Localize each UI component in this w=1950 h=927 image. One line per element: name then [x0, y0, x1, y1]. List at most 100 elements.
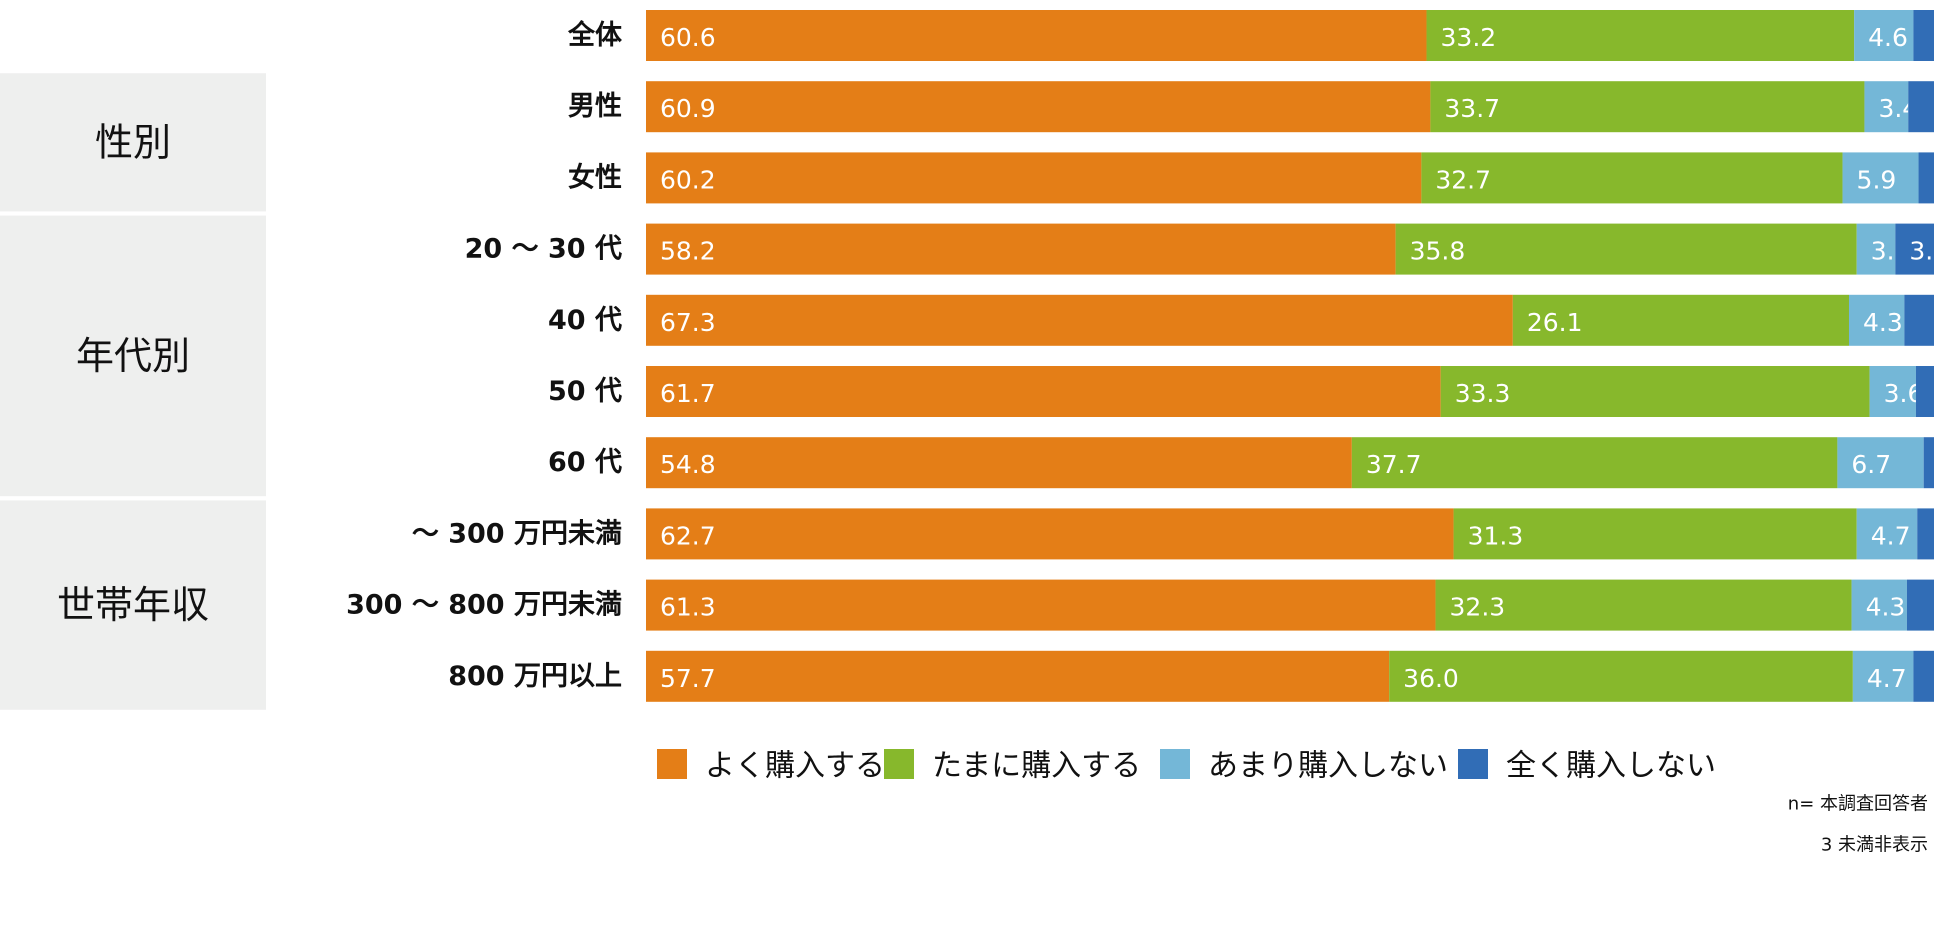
legend-item: よく購入する	[657, 749, 885, 784]
bar-value-label: 61.7	[660, 379, 716, 408]
bar-segment	[646, 650, 1390, 702]
category-label: 60 代	[548, 447, 622, 478]
legend-swatch	[1458, 749, 1488, 779]
bar-segment	[1389, 650, 1853, 702]
group-box	[0, 215, 266, 497]
bar-segment	[1440, 366, 1870, 417]
group-label: 性別	[95, 120, 171, 164]
bar-segment	[1856, 223, 1896, 275]
footnote: n= 本調査回答者	[1788, 794, 1928, 815]
bar-segment	[646, 81, 1431, 133]
notes: n= 本調査回答者 3 未満非表示	[1788, 794, 1928, 856]
bar-segment	[1426, 10, 1855, 61]
category-label: 全体	[567, 19, 623, 51]
bar-segment	[646, 579, 1436, 631]
category-label: 男性	[568, 91, 622, 122]
bar-value-label: 60.6	[660, 23, 716, 52]
bar-value-label: 33.7	[1444, 94, 1500, 123]
bar-segment	[1915, 366, 1934, 417]
legend-label: あまり購入しない	[1208, 749, 1448, 784]
bars: 60.6 33.2 4.660.9 33.7 3.460.2 32.7 5.958.2 35.…	[646, 10, 1949, 702]
bar-segment	[1917, 508, 1934, 560]
bar-row: 58.2 35.8 3.03.0	[646, 223, 1949, 275]
bar-row: 61.7 33.3 3.6	[646, 366, 1934, 417]
group-0: 性別	[0, 73, 266, 212]
bar-value-label: 57.7	[660, 664, 716, 693]
bar-value-label: 4.7	[1871, 521, 1911, 550]
legend-item: たまに購入する	[884, 749, 1141, 784]
legend-label: たまに購入する	[932, 749, 1141, 784]
bar-value-label: 26.1	[1527, 308, 1583, 337]
bar-segment	[646, 152, 1422, 204]
bar-segment	[1453, 508, 1857, 560]
group-box	[0, 73, 266, 212]
group-2: 世帯年収	[0, 500, 266, 710]
bar-value-label: 6.7	[1851, 450, 1891, 479]
footnote: 3 未満非表示	[1821, 835, 1928, 856]
bar-value-label: 67.3	[660, 308, 716, 337]
bar-segment	[1421, 152, 1843, 204]
bar-segment	[1869, 366, 1916, 417]
bar-segment	[646, 437, 1352, 489]
bar-segment	[646, 223, 1396, 275]
bar-segment	[1906, 579, 1934, 631]
group-label: 年代別	[76, 334, 190, 378]
category-label: 800 万円以上	[448, 661, 622, 692]
bar-segment	[1842, 152, 1919, 204]
group-box	[0, 500, 266, 710]
bar-segment	[1854, 10, 1914, 61]
bar-segment	[1864, 81, 1909, 133]
legend-swatch	[1160, 749, 1190, 779]
legend-item: あまり購入しない	[1160, 749, 1448, 784]
bar-row: 60.9 33.7 3.4	[646, 81, 1934, 133]
bar-value-label: 4.3	[1863, 308, 1903, 337]
bar-value-label: 32.7	[1435, 165, 1491, 194]
bar-row: 54.8 37.7 6.7	[646, 437, 1934, 489]
bar-row: 67.3 26.1 4.3	[646, 294, 1934, 346]
bar-segment	[1351, 437, 1838, 489]
bar-segment	[646, 10, 1427, 61]
legend-label: 全く購入しない	[1506, 749, 1716, 784]
bar-segment	[646, 508, 1454, 560]
bar-value-label: 60.9	[660, 94, 716, 123]
bar-segment	[1904, 294, 1934, 346]
bar-segment	[1430, 81, 1865, 133]
legend-label: よく購入する	[705, 749, 885, 784]
bar-row: 61.3 32.3 4.3	[646, 579, 1934, 631]
bar-row: 62.7 31.3 4.7	[646, 508, 1934, 560]
bar-segment	[1848, 294, 1905, 346]
bar-segment	[1923, 437, 1934, 489]
bar-segment	[646, 294, 1513, 346]
bar-value-label: 33.3	[1455, 379, 1511, 408]
bar-value-label: 4.7	[1867, 664, 1907, 693]
bar-row: 60.2 32.7 5.9	[646, 152, 1934, 204]
bar-segment	[1395, 223, 1857, 275]
bar-value-label: 58.2	[660, 237, 716, 266]
category-label: 40 代	[548, 305, 622, 336]
bar-value-label: 36.0	[1403, 664, 1459, 693]
bar-value-label: 33.2	[1441, 23, 1497, 52]
bar-value-label: 62.7	[660, 521, 716, 550]
group-label: 世帯年収	[57, 583, 209, 627]
bar-value-label: 35.8	[1410, 237, 1466, 266]
category-label: 女性	[568, 161, 622, 193]
bar-segment	[1512, 294, 1849, 346]
category-label: 20 ～ 30 代	[465, 234, 622, 265]
bar-value-label: 32.3	[1450, 593, 1506, 622]
bar-segment	[1913, 10, 1934, 61]
legend-swatch	[657, 749, 687, 779]
bar-value-label: 4.3	[1866, 593, 1906, 622]
bar-value-label: 31.3	[1468, 521, 1524, 550]
bar-value-label: 60.2	[660, 165, 716, 194]
category-label: ～ 300 万円未満	[412, 518, 622, 549]
legend: よく購入する たまに購入する あまり購入しない 全く購入しない	[657, 749, 1716, 784]
bar-row: 60.6 33.2 4.6	[646, 10, 1934, 61]
bar-row: 57.7 36.0 4.7	[646, 650, 1934, 702]
bar-value-label: 4.6	[1868, 23, 1908, 52]
category-label: 50 代	[548, 376, 622, 407]
bar-value-label: 54.8	[660, 450, 716, 479]
bar-value-label: 37.7	[1366, 450, 1422, 479]
legend-swatch	[884, 749, 914, 779]
